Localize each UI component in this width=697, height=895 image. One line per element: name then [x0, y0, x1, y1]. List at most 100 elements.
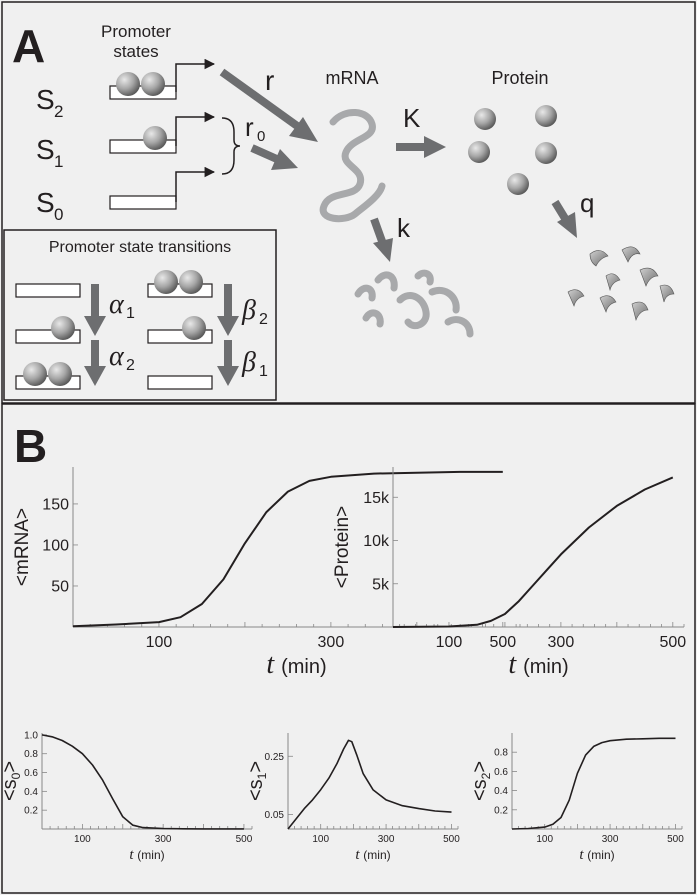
alpha1-label: α 1	[109, 289, 135, 322]
y-axis-label: <s0>	[0, 761, 23, 801]
beta2-label: β 2	[241, 295, 268, 328]
promoter-s1	[109, 111, 216, 154]
svg-text:0: 0	[54, 205, 63, 224]
x-tick-label: 300	[155, 834, 172, 845]
svg-text:S: S	[36, 187, 55, 218]
x-axis-label: t (min)	[579, 847, 614, 863]
panel-b-label: B	[14, 420, 47, 472]
beta1-label: β 1	[241, 347, 268, 380]
series-line	[287, 739, 452, 830]
x-tick-label: 100	[536, 834, 553, 845]
protein-degradation-arrow	[551, 199, 577, 238]
series-line	[511, 737, 676, 830]
svg-text:1: 1	[259, 363, 268, 380]
beta1-arrow	[217, 340, 239, 386]
protein-fragments	[567, 246, 675, 321]
transcription-arrow-r0	[250, 144, 298, 170]
svg-text:S: S	[36, 84, 55, 115]
mrna-label: mRNA	[326, 68, 379, 88]
svg-text:1: 1	[54, 152, 63, 171]
rate-q-label: q	[580, 188, 594, 218]
y-tick-label: 0.6	[494, 767, 508, 778]
x-tick-label: 100	[146, 634, 173, 651]
y-tick-label: 10k	[363, 533, 390, 550]
y-axis-label: <s2>	[469, 761, 493, 801]
svg-text:r: r	[245, 112, 254, 142]
promoter-states-title-line2: states	[113, 42, 158, 61]
x-tick-label: 100	[436, 634, 463, 651]
x-axis-label: t (min)	[355, 847, 390, 863]
alpha1-arrow	[84, 284, 106, 336]
y-tick-label: 0.05	[265, 810, 285, 821]
promoter-states-title-line1: Promoter	[101, 22, 171, 41]
chart-4: 100 300 500 0.05 0.25 t (min) <s1>	[245, 733, 460, 863]
transitions-title: Promoter state transitions	[49, 239, 231, 256]
protein-molecules	[468, 105, 557, 195]
series-line	[41, 734, 244, 830]
y-axis-label: <Protein>	[332, 506, 353, 588]
rate-k-degradation-label: k	[397, 213, 411, 243]
protein-label: Protein	[491, 68, 548, 88]
y-tick-label: 0.2	[494, 805, 508, 816]
state-label-s2: S 2	[36, 84, 63, 121]
y-tick-label: 0.2	[24, 806, 38, 817]
x-tick-label: 500	[659, 634, 686, 651]
svg-text:0: 0	[257, 128, 265, 145]
x-tick-label: 300	[548, 634, 575, 651]
y-tick-label: 0.8	[24, 749, 38, 760]
y-axis-label: <s1>	[245, 761, 269, 801]
svg-text:α: α	[109, 341, 125, 372]
chart-5: 100 300 500 0.2 0.4 0.6 0.8 t (min) <s2>	[469, 733, 684, 863]
x-tick-label: 100	[312, 834, 329, 845]
svg-text:α: α	[109, 289, 125, 320]
x-axis-label: t (min)	[508, 649, 568, 680]
mrna-fragments	[354, 269, 474, 338]
alpha2-label: α 2	[109, 341, 135, 374]
x-tick-label: 500	[667, 834, 684, 845]
panel-b-frame	[1, 403, 696, 894]
y-tick-label: 0.6	[24, 768, 38, 779]
chart-3: 100 300 500 0.2 0.4 0.6 0.8 1.0 t (min) <s0>	[0, 730, 253, 863]
state-label-s0: S 0	[36, 187, 63, 224]
y-tick-label: 100	[42, 538, 69, 555]
x-tick-label: 100	[74, 834, 91, 845]
y-tick-label: 150	[42, 497, 69, 514]
chart-2: 100 300 500 5k 10k 15k t (min) <Protein>	[332, 467, 686, 680]
svg-text:2: 2	[259, 311, 268, 328]
y-tick-label: 50	[51, 579, 69, 596]
svg-text:β: β	[241, 295, 256, 326]
charts-container: 100 300 500 50 100 150 t (min) <mRNA> 100 300 500 5…	[0, 467, 686, 863]
translation-arrow-k	[396, 136, 446, 158]
series-line	[72, 470, 503, 628]
svg-text:S: S	[36, 134, 55, 165]
y-tick-label: 0.8	[494, 748, 508, 759]
svg-text:2: 2	[126, 357, 135, 374]
y-tick-label: 15k	[363, 490, 390, 507]
y-axis-label: <mRNA>	[12, 508, 33, 586]
y-tick-label: 5k	[372, 576, 390, 593]
svg-text:2: 2	[54, 102, 63, 121]
x-tick-label: 500	[236, 834, 253, 845]
alpha2-arrow	[84, 340, 106, 386]
x-tick-label: 500	[489, 634, 516, 651]
y-tick-label: 0.4	[24, 787, 38, 798]
brace-bracket	[221, 117, 241, 175]
panel-a-label: A	[12, 20, 45, 72]
transcription-arrow-r	[219, 68, 318, 142]
promoter-s2	[109, 58, 216, 100]
x-tick-label: 300	[318, 634, 345, 651]
beta2-arrow	[217, 284, 239, 336]
x-axis-label: t (min)	[129, 847, 164, 863]
x-tick-label: 300	[378, 834, 395, 845]
rate-r-label: r	[265, 65, 274, 96]
x-axis-label: t (min)	[266, 649, 326, 680]
y-tick-label: 0.25	[265, 752, 285, 763]
transition-left-column	[15, 283, 81, 390]
svg-text:1: 1	[126, 305, 135, 322]
y-tick-label: 1.0	[24, 730, 38, 741]
x-tick-label: 300	[602, 834, 619, 845]
state-label-s1: S 1	[36, 134, 63, 171]
x-tick-label: 500	[443, 834, 460, 845]
svg-text:β: β	[241, 347, 256, 378]
mrna-strand	[319, 109, 386, 223]
